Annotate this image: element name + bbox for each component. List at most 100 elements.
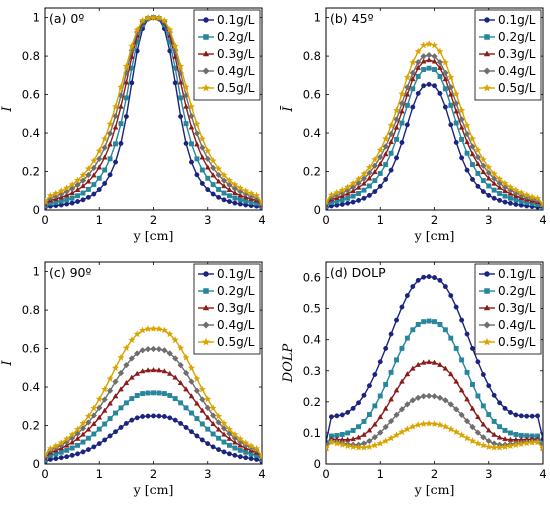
data-point (177, 379, 184, 386)
data-point (372, 403, 378, 409)
data-point (85, 186, 91, 192)
data-point (187, 364, 196, 372)
data-point (96, 441, 102, 447)
data-point (155, 325, 163, 333)
data-point (394, 155, 399, 161)
data-point (231, 180, 239, 188)
data-point (393, 116, 400, 123)
data-point (237, 197, 243, 203)
data-point (540, 436, 543, 442)
y-tick-label: 0.2 (22, 165, 40, 179)
legend-label: 0.3g/L (217, 47, 255, 61)
data-point (68, 185, 76, 192)
data-point (84, 164, 93, 172)
data-point (145, 367, 151, 373)
data-point (463, 130, 471, 138)
data-point (117, 83, 125, 91)
panel-4: 0 1 2 3 4 0 0.1 0.2 0.3 0.4 0.5 0.6 y [cm] DOLP (d) DO… (281, 261, 547, 497)
data-point (360, 169, 368, 177)
data-point (453, 120, 459, 126)
data-point (464, 138, 470, 145)
data-point (382, 423, 389, 431)
data-point (232, 195, 238, 201)
data-point (491, 392, 497, 398)
data-point (388, 167, 394, 173)
data-point (188, 393, 195, 399)
data-point (204, 147, 212, 155)
data-point (448, 102, 454, 108)
data-point (453, 345, 459, 351)
legend-label: 0.1g/L (498, 13, 536, 27)
data-point (199, 167, 205, 173)
legend-label: 0.4g/L (217, 318, 255, 332)
data-point (79, 177, 87, 184)
y-tick-label: 0.8 (303, 49, 321, 63)
legend-label: 0.1g/L (498, 267, 536, 281)
data-point (480, 162, 487, 169)
data-point (90, 420, 97, 426)
data-point (350, 427, 356, 433)
data-point (377, 359, 383, 365)
data-point (106, 374, 114, 382)
data-point (421, 319, 427, 325)
data-point (243, 455, 249, 461)
panel-2: 0 1 2 3 400.20.40.60.81y [cm]Ī(b) 45º 0.1g/L0… (280, 7, 547, 243)
data-point (68, 180, 76, 188)
data-point (69, 195, 75, 201)
data-point (464, 369, 470, 375)
data-point (111, 102, 120, 110)
data-point (252, 191, 261, 199)
data-point (220, 177, 228, 184)
data-point (91, 182, 97, 188)
data-point (486, 412, 492, 418)
data-point (209, 156, 217, 164)
x-tick-label: 0 (41, 213, 48, 227)
legend-marker (483, 304, 491, 311)
data-point (539, 199, 543, 207)
data-point (432, 319, 437, 325)
data-point (227, 199, 232, 204)
data-point (430, 420, 439, 428)
data-point (387, 434, 395, 442)
data-point (149, 13, 158, 21)
data-point (199, 396, 206, 403)
data-point (496, 184, 503, 190)
data-point (403, 425, 412, 433)
data-point (414, 420, 422, 428)
data-point (166, 330, 174, 338)
data-point (101, 154, 108, 160)
data-point (216, 186, 222, 192)
data-point (199, 144, 206, 151)
data-point (113, 429, 118, 435)
data-point (139, 347, 146, 354)
data-point (101, 134, 109, 142)
data-point (128, 355, 136, 362)
data-point (365, 443, 374, 451)
data-point (502, 199, 508, 205)
legend-label: 0.5g/L (498, 335, 536, 349)
x-tick-label: 3 (204, 213, 211, 227)
data-point (480, 189, 486, 194)
data-point (101, 407, 108, 413)
data-point (474, 146, 482, 154)
data-point (420, 393, 427, 400)
data-point (232, 445, 238, 451)
data-point (366, 169, 373, 177)
data-point (117, 353, 125, 361)
data-point (421, 274, 427, 280)
data-point (480, 421, 487, 427)
legend-label: 0.2g/L (498, 284, 536, 298)
data-point (215, 426, 222, 432)
data-point (47, 456, 53, 462)
data-point (198, 134, 206, 142)
data-point (128, 42, 136, 50)
data-point (243, 198, 249, 204)
data-point (189, 410, 194, 416)
data-point (107, 172, 113, 178)
data-point (475, 170, 481, 176)
data-point (344, 183, 352, 191)
data-point (356, 197, 361, 203)
data-point (226, 181, 233, 189)
data-point (430, 41, 439, 49)
data-point (204, 414, 211, 420)
